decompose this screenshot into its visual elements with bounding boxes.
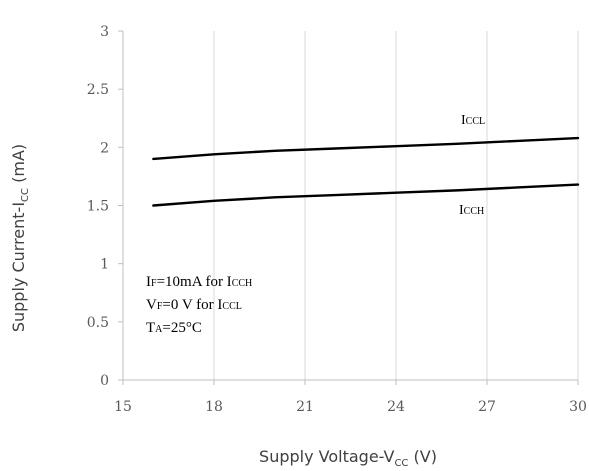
series-group <box>152 136 580 207</box>
annotation-line: VF=0 V for ICCL <box>146 297 242 313</box>
x-tick-label: 18 <box>205 399 223 415</box>
series-line-1 <box>152 183 580 207</box>
x-tick-label: 15 <box>114 399 132 415</box>
annotation-text: I <box>146 274 151 290</box>
grid-lines <box>213 31 579 380</box>
y-tick-label: 1 <box>100 257 109 273</box>
annotation-subscript: A <box>155 324 163 335</box>
annotation-subscript: F <box>151 278 157 289</box>
y-tick-label: 1.5 <box>87 199 109 215</box>
annotation-text: =25°C <box>162 320 201 336</box>
x-tick-label: 30 <box>569 399 587 415</box>
annotation-subscript: F <box>157 301 163 312</box>
annotation-line: IF=10mA for ICCH <box>146 274 252 290</box>
annotation-text: V <box>146 297 157 313</box>
annotation-line: TA=25°C <box>146 320 202 336</box>
series-label-iccl: ICCL <box>461 113 485 128</box>
annotation-text: =10mA for I <box>157 274 232 290</box>
x-tick-labels: 15 18 21 24 27 30 <box>114 399 587 415</box>
y-tick-labels: 0 0.5 1 1.5 2 2.5 3 <box>87 24 109 389</box>
annotation-text: =0 V for I <box>162 297 222 313</box>
x-tick-label: 27 <box>478 399 496 415</box>
y-tick-label: 0 <box>100 373 109 389</box>
series-label-icch: ICCH <box>459 203 484 218</box>
annotation-subscript: CCL <box>222 301 241 312</box>
series-labels: ICCL ICCH <box>459 113 485 218</box>
annotation-subscript: CCH <box>232 278 253 289</box>
y-axis-label: Supply Current-ICC (mA) <box>9 144 31 332</box>
y-tick-label: 3 <box>100 24 109 40</box>
y-tick-label: 2.5 <box>87 82 109 98</box>
series-line-0 <box>152 136 580 161</box>
x-tick-label: 24 <box>387 399 405 415</box>
y-tick-label: 2 <box>100 140 109 156</box>
x-axis-label: Supply Voltage-VCC (V) <box>259 447 437 469</box>
axes <box>118 30 579 385</box>
annotation-text: T <box>146 320 155 336</box>
x-tick-label: 21 <box>296 399 314 415</box>
y-tick-label: 0.5 <box>87 315 109 331</box>
